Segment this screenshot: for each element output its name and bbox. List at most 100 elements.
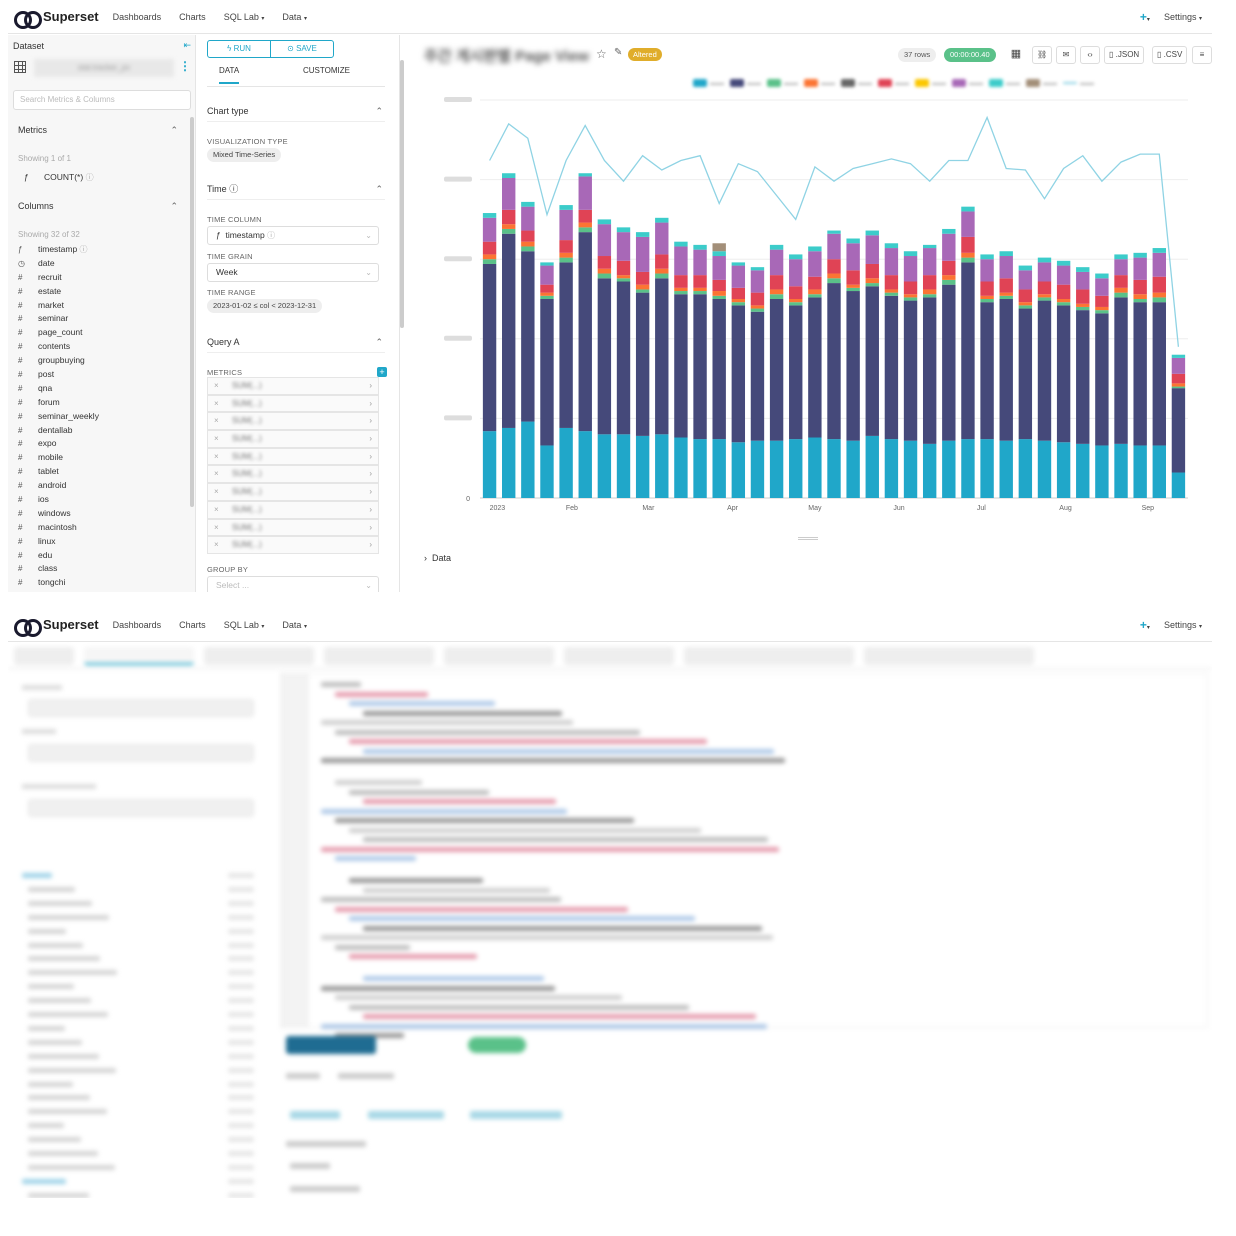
add-metric-icon[interactable]: + xyxy=(377,367,387,377)
metric-row[interactable]: × SUM(...) › xyxy=(207,447,379,466)
new-menu[interactable]: +▾ xyxy=(1140,10,1150,24)
chart-legend[interactable]: ▬▬ ▬▬ ▬▬ ▬▬ ▬▬ ▬▬ ▬▬ ▬▬ ▬▬ ▬▬ ▬▬ xyxy=(693,77,1212,89)
query-tab[interactable] xyxy=(204,646,314,665)
remove-icon[interactable]: × xyxy=(214,522,219,532)
column-item[interactable]: # linux xyxy=(18,535,99,549)
metrics-section-header[interactable]: Metrics ⌃ xyxy=(8,119,186,141)
column-item[interactable]: # expo xyxy=(18,437,99,451)
time-grain-select[interactable]: Week ⌄ xyxy=(207,263,379,282)
column-item[interactable]: # forum xyxy=(18,396,99,410)
dataset-menu-icon[interactable]: ⋮ xyxy=(179,59,191,73)
table-list-item[interactable] xyxy=(28,928,66,934)
metric-item[interactable]: ƒ COUNT(*) ⓘ xyxy=(24,172,94,183)
query-tab[interactable] xyxy=(564,646,674,665)
table-list-item[interactable] xyxy=(28,1095,90,1101)
table-list-item[interactable] xyxy=(28,970,117,976)
table-list-item[interactable] xyxy=(28,942,83,948)
table-list-item[interactable] xyxy=(28,1039,82,1045)
column-item[interactable]: # windows xyxy=(18,507,99,521)
superset-logo[interactable]: Superset xyxy=(14,9,99,29)
link-icon[interactable]: ⛓ xyxy=(1032,46,1053,64)
edit-icon[interactable]: ✎ xyxy=(614,47,623,58)
run-query-button[interactable] xyxy=(286,1036,376,1054)
legend-item[interactable]: ▬▬ xyxy=(730,79,761,87)
columns-section-header[interactable]: Columns ⌃ xyxy=(8,195,186,217)
tab-customize[interactable]: CUSTOMIZE xyxy=(303,66,350,75)
legend-item[interactable]: ▬▬ xyxy=(878,79,909,87)
column-item[interactable]: # mobile xyxy=(18,451,99,465)
column-item[interactable]: # estate xyxy=(18,285,99,299)
group-by-select[interactable]: Select ... ⌄ xyxy=(207,576,379,592)
nav-data[interactable]: Data ▾ xyxy=(282,12,307,22)
table-list-item[interactable] xyxy=(28,998,91,1004)
dataset-scrollbar[interactable] xyxy=(190,117,194,507)
legend-item[interactable]: ▬▬ xyxy=(693,79,724,87)
metric-row[interactable]: × SUM(...) › xyxy=(207,483,379,501)
remove-icon[interactable]: × xyxy=(214,381,219,390)
query-tab[interactable] xyxy=(444,646,554,665)
export-json-button[interactable]: ▯ .JSON xyxy=(1104,46,1145,64)
column-item[interactable]: # class xyxy=(18,562,99,576)
settings-menu[interactable]: Settings ▾ xyxy=(1164,620,1202,630)
new-menu[interactable]: +▾ xyxy=(1140,618,1150,632)
query-tab[interactable] xyxy=(324,646,434,665)
superset-logo[interactable]: Superset xyxy=(14,617,99,637)
metric-row[interactable]: × SUM(...) › xyxy=(207,394,379,413)
remove-icon[interactable]: × xyxy=(214,469,219,479)
altered-badge[interactable]: Altered xyxy=(628,48,662,61)
database-select[interactable] xyxy=(28,699,254,717)
calendar-icon[interactable]: ▦ xyxy=(1010,48,1022,60)
column-item[interactable]: ƒ timestamp ⓘ xyxy=(18,243,99,257)
query-tab[interactable] xyxy=(84,646,194,665)
table-list-item[interactable] xyxy=(28,1025,65,1031)
time-range-pill[interactable]: 2023-01-02 ≤ col < 2023-12-31 xyxy=(207,299,323,313)
control-panel-scrollbar[interactable] xyxy=(400,60,404,328)
column-item[interactable]: # ios xyxy=(18,493,99,507)
table-list-item[interactable] xyxy=(28,1137,81,1143)
table-list-item[interactable] xyxy=(28,886,75,892)
table-list-item[interactable] xyxy=(22,1178,66,1184)
column-item[interactable]: # edu xyxy=(18,549,99,563)
table-list-item[interactable] xyxy=(28,1109,107,1115)
results-tab[interactable] xyxy=(286,1073,320,1079)
table-list-item[interactable] xyxy=(28,1151,98,1156)
table-list-item[interactable] xyxy=(28,1012,108,1017)
schema-select[interactable] xyxy=(28,744,254,762)
column-item[interactable]: # post xyxy=(18,368,99,382)
column-item[interactable]: # android xyxy=(18,479,99,493)
table-list-item[interactable] xyxy=(28,900,92,906)
table-list-item[interactable] xyxy=(28,956,100,962)
query-tab[interactable] xyxy=(684,646,854,665)
nav-dashboards[interactable]: Dashboards xyxy=(112,11,162,22)
embed-code-icon[interactable]: ‹› xyxy=(1080,46,1100,64)
query-a-section[interactable]: Query A ⌃ xyxy=(207,331,385,353)
remove-icon[interactable]: × xyxy=(214,416,219,426)
column-item[interactable]: # tablet xyxy=(18,465,99,479)
remove-icon[interactable]: × xyxy=(214,434,219,444)
column-item[interactable]: ◷ date xyxy=(18,257,99,271)
metric-row[interactable]: × SUM(...) › xyxy=(207,518,379,537)
table-list-item[interactable] xyxy=(28,984,74,990)
column-item[interactable]: # page_count xyxy=(18,326,99,340)
nav-data[interactable]: Data ▾ xyxy=(282,620,307,630)
search-metrics-columns-input[interactable]: Search Metrics & Columns xyxy=(13,90,191,110)
nav-charts[interactable]: Charts xyxy=(179,11,206,22)
column-item[interactable]: # market xyxy=(18,299,99,313)
resize-handle[interactable] xyxy=(798,537,818,540)
legend-item[interactable]: ▬▬ xyxy=(915,79,946,87)
dataset-name[interactable]: stat.tracker_pv xyxy=(34,59,174,77)
remove-icon[interactable]: × xyxy=(214,504,219,514)
nav-sql-lab[interactable]: SQL Lab ▾ xyxy=(224,620,265,630)
remove-icon[interactable]: × xyxy=(214,398,219,408)
settings-menu[interactable]: Settings ▾ xyxy=(1164,12,1202,22)
export-csv-button[interactable]: ▯ .CSV xyxy=(1152,46,1188,64)
nav-dashboards[interactable]: Dashboards xyxy=(112,619,162,630)
nav-sql-lab[interactable]: SQL Lab ▾ xyxy=(224,12,265,22)
time-section[interactable]: Time ⓘ ⌃ xyxy=(207,178,385,200)
legend-item[interactable]: ▬▬ xyxy=(1063,80,1094,87)
legend-item[interactable]: ▬▬ xyxy=(804,79,835,87)
menu-icon[interactable]: ≡ xyxy=(1192,46,1212,64)
column-item[interactable]: # dentallab xyxy=(18,424,99,438)
collapse-panel-icon[interactable]: ⇤ xyxy=(183,40,191,50)
table-list-item[interactable] xyxy=(28,914,109,920)
